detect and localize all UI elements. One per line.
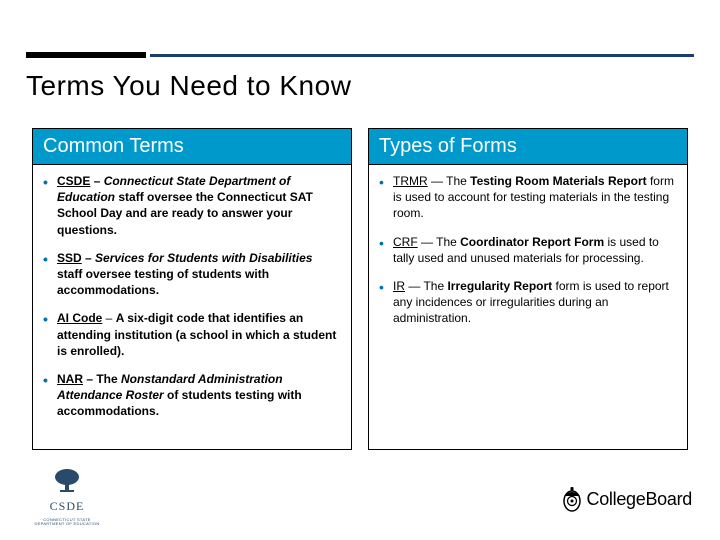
- list-item: NAR – The Nonstandard Administration Att…: [43, 371, 341, 420]
- list-item: AI Code – A six-digit code that identifi…: [43, 310, 341, 359]
- dash: –: [82, 251, 95, 265]
- list-item: TRMR — The Testing Room Materials Report…: [379, 173, 677, 222]
- column-body-left: CSDE – Connecticut State Department of E…: [32, 164, 352, 450]
- list-item: CSDE – Connecticut State Department of E…: [43, 173, 341, 238]
- csde-logo: CSDE CONNECTICUT STATEDEPARTMENT OF EDUC…: [32, 468, 102, 518]
- term: IR: [393, 279, 405, 293]
- bold: Coordinator Report Form: [460, 235, 604, 249]
- term: TRMR: [393, 174, 428, 188]
- dash: –: [102, 311, 115, 325]
- column-header-left: Common Terms: [32, 128, 352, 164]
- column-common-terms: Common Terms CSDE – Connecticut State De…: [32, 128, 352, 450]
- common-terms-list: CSDE – Connecticut State Department of E…: [43, 173, 341, 419]
- term: SSD: [57, 251, 82, 265]
- dash: — The: [418, 235, 460, 249]
- list-item: SSD – Services for Students with Disabil…: [43, 250, 341, 299]
- tree-icon: [52, 468, 82, 496]
- column-types-of-forms: Types of Forms TRMR — The Testing Room M…: [368, 128, 688, 450]
- term: CSDE: [57, 174, 90, 188]
- top-rule-right: [150, 54, 694, 57]
- list-item: CRF — The Coordinator Report Form is use…: [379, 234, 677, 266]
- column-body-right: TRMR — The Testing Room Materials Report…: [368, 164, 688, 450]
- acorn-icon: [561, 486, 583, 512]
- rest: staff oversee testing of students with a…: [57, 267, 269, 297]
- term: NAR: [57, 372, 83, 386]
- page-title: Terms You Need to Know: [26, 70, 351, 102]
- italic: Services for Students with Disabilities: [95, 251, 312, 265]
- list-item: IR — The Irregularity Report form is use…: [379, 278, 677, 327]
- collegeboard-logo-text: CollegeBoard: [587, 489, 692, 510]
- dash: – The: [83, 372, 121, 386]
- dash: — The: [428, 174, 470, 188]
- collegeboard-logo: CollegeBoard: [561, 486, 692, 512]
- dash: –: [90, 174, 103, 188]
- term: CRF: [393, 235, 418, 249]
- dash: — The: [405, 279, 447, 293]
- types-of-forms-list: TRMR — The Testing Room Materials Report…: [379, 173, 677, 327]
- csde-logo-subtext: CONNECTICUT STATEDEPARTMENT OF EDUCATION: [34, 518, 99, 527]
- top-rule-left: [26, 52, 146, 58]
- csde-logo-text: CSDE: [50, 499, 85, 514]
- bold: Irregularity Report: [447, 279, 552, 293]
- columns: Common Terms CSDE – Connecticut State De…: [32, 128, 688, 450]
- bold: Testing Room Materials Report: [470, 174, 646, 188]
- column-header-right: Types of Forms: [368, 128, 688, 164]
- term: AI Code: [57, 311, 102, 325]
